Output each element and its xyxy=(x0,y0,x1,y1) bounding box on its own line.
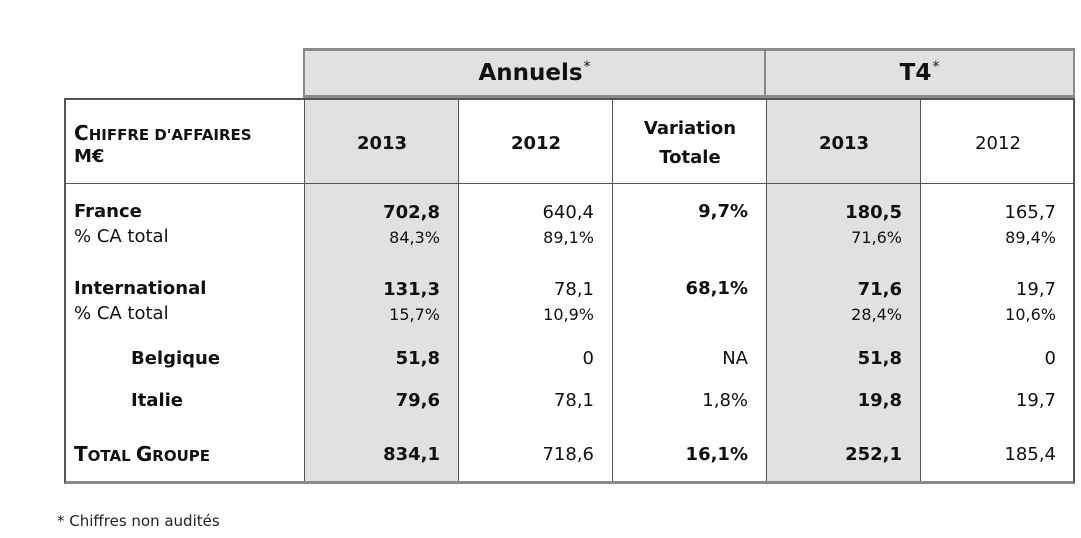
belgique-t4-2013: 51,8 xyxy=(857,348,902,369)
italie-t4-2012: 19,7 xyxy=(1015,390,1056,411)
header-t4: T4 * xyxy=(766,48,1075,98)
total-cap: T xyxy=(74,442,88,466)
international-t4-2013: 71,6 xyxy=(857,279,902,300)
column-variation-line2: Totale xyxy=(659,147,721,168)
belgique-variation: NA xyxy=(722,348,748,369)
header-t4-footnote-mark: * xyxy=(932,59,940,75)
france-annual-2012-pct: 89,1% xyxy=(543,228,594,247)
column-annual-2012: 2012 xyxy=(510,133,562,154)
international-annual-2012-pct: 10,9% xyxy=(543,305,594,324)
belgique-annual-2013: 51,8 xyxy=(395,348,440,369)
italie-t4-2013: 19,8 xyxy=(857,390,902,411)
row-label-international: International xyxy=(74,278,207,299)
divider xyxy=(458,100,459,481)
belgique-annual-2012: 0 xyxy=(582,348,594,369)
international-annual-2013-pct: 15,7% xyxy=(389,305,440,324)
international-t4-2012-pct: 10,6% xyxy=(1005,305,1056,324)
footnote: * Chiffres non audités xyxy=(57,512,220,530)
row-label-total: TOTAL GROUPE xyxy=(74,443,210,467)
divider xyxy=(920,100,921,481)
groupe-cap: G xyxy=(135,442,153,466)
total-annual-2013: 834,1 xyxy=(383,444,440,465)
column-t4-2012: 2012 xyxy=(975,133,1021,154)
label-cap: C xyxy=(74,121,89,145)
france-variation: 9,7% xyxy=(698,201,748,222)
column-variation-line1: Variation xyxy=(643,118,737,139)
total-rest: OTAL xyxy=(87,447,136,465)
column-label-chiffre: CHIFFRE D'AFFAIRES xyxy=(74,122,252,146)
france-annual-2012: 640,4 xyxy=(542,202,594,223)
divider xyxy=(304,100,305,481)
belgique-t4-2012: 0 xyxy=(1044,348,1056,369)
header-annuels-footnote-mark: * xyxy=(583,59,591,75)
international-t4-2012: 19,7 xyxy=(1015,279,1056,300)
row-label-france: France xyxy=(74,201,142,222)
international-annual-2013: 131,3 xyxy=(383,279,440,300)
label-rest: HIFFRE D'AFFAIRES xyxy=(88,126,252,144)
header-annuels: Annuels * xyxy=(303,48,766,98)
column-annual-2013: 2013 xyxy=(356,133,408,154)
international-annual-2012: 78,1 xyxy=(553,279,594,300)
row-sub-france: % CA total xyxy=(74,226,169,247)
header-divider xyxy=(66,183,1073,184)
france-annual-2013-pct: 84,3% xyxy=(389,228,440,247)
shade-t4-2013 xyxy=(767,100,921,481)
france-t4-2012: 165,7 xyxy=(1004,202,1056,223)
revenue-table: CHIFFRE D'AFFAIRES M€ 2013 2012 Variatio… xyxy=(64,98,1075,484)
total-variation: 16,1% xyxy=(685,444,748,465)
row-sub-international: % CA total xyxy=(74,303,169,324)
column-t4-2013: 2013 xyxy=(818,133,870,154)
france-t4-2012-pct: 89,4% xyxy=(1005,228,1056,247)
italie-variation: 1,8% xyxy=(702,390,748,411)
shade-annual-2013 xyxy=(305,100,459,481)
header-t4-label: T4 xyxy=(899,60,932,86)
column-label-unit: M€ xyxy=(74,146,105,167)
groupe-rest: ROUPE xyxy=(152,447,211,465)
row-label-italie: Italie xyxy=(131,390,183,411)
total-t4-2012: 185,4 xyxy=(1004,444,1056,465)
international-t4-2013-pct: 28,4% xyxy=(851,305,902,324)
total-t4-2013: 252,1 xyxy=(845,444,902,465)
header-annuels-label: Annuels xyxy=(478,60,583,86)
international-variation: 68,1% xyxy=(685,278,748,299)
divider xyxy=(612,100,613,481)
italie-annual-2012: 78,1 xyxy=(553,390,594,411)
france-annual-2013: 702,8 xyxy=(383,202,440,223)
france-t4-2013: 180,5 xyxy=(845,202,902,223)
row-label-belgique: Belgique xyxy=(131,348,221,369)
france-t4-2013-pct: 71,6% xyxy=(851,228,902,247)
total-annual-2012: 718,6 xyxy=(542,444,594,465)
italie-annual-2013: 79,6 xyxy=(395,390,440,411)
divider xyxy=(766,100,767,481)
